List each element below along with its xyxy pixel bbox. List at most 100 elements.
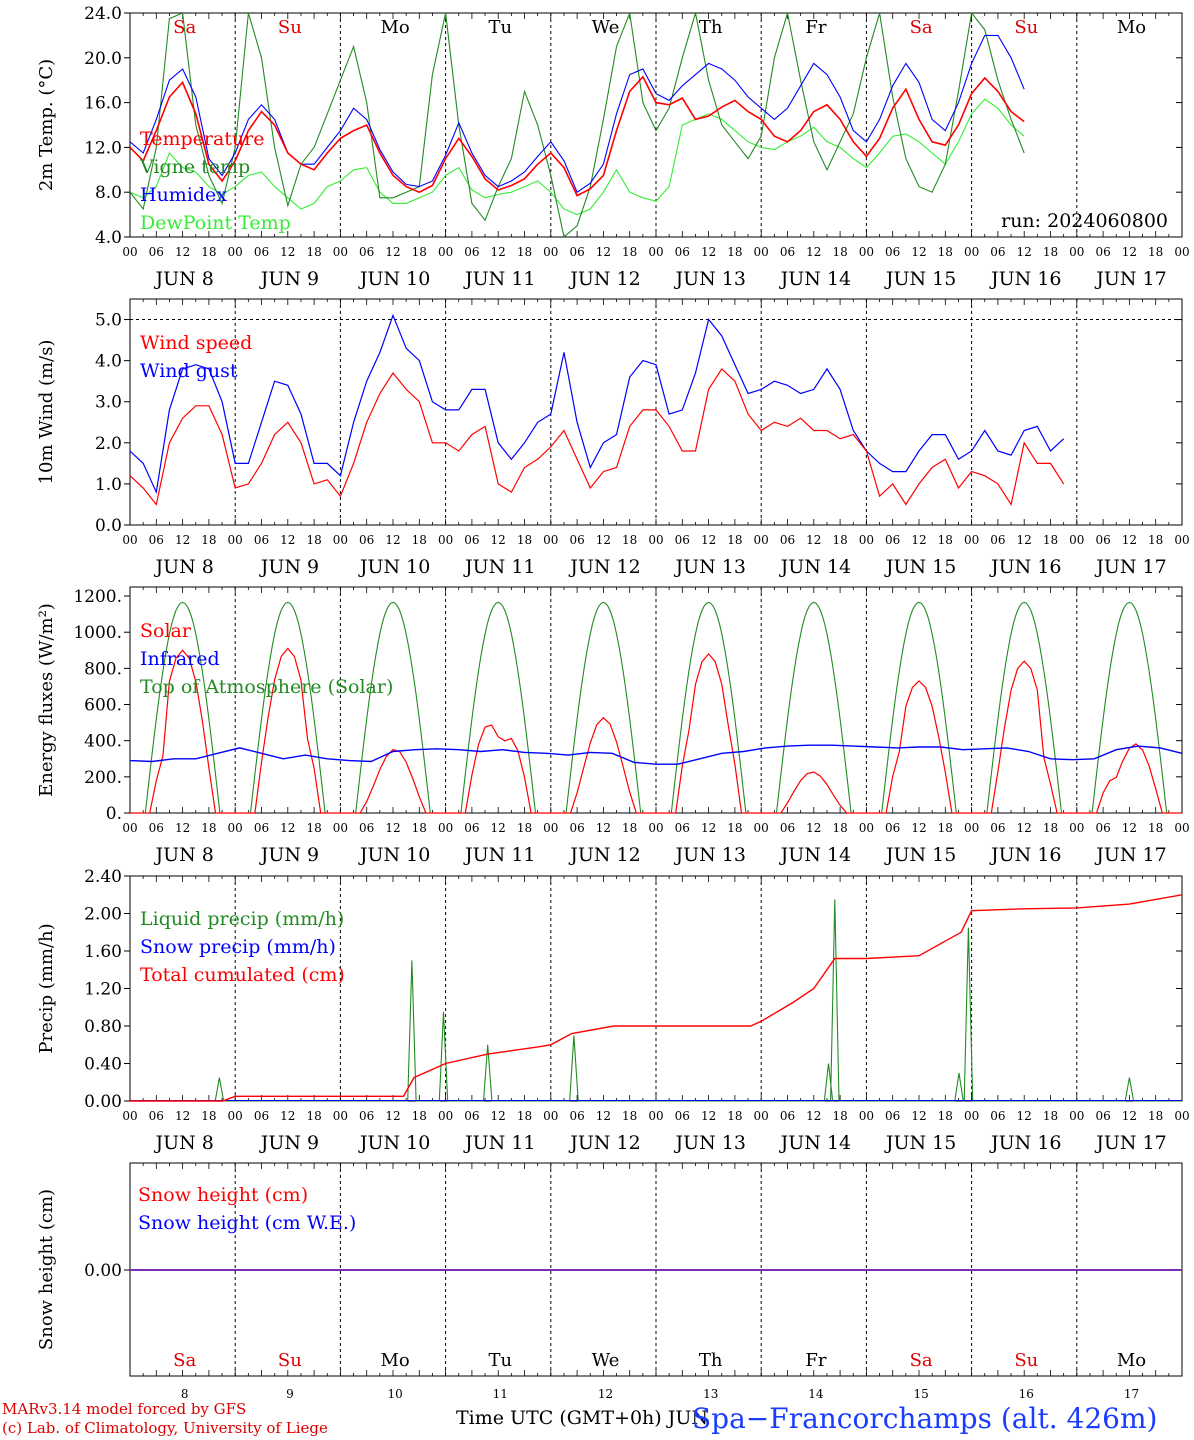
hour-tick-label: 12 — [911, 245, 926, 259]
weekday-label: Su — [278, 17, 302, 38]
hour-tick-label: 12 — [1017, 533, 1032, 547]
hour-tick-label: 12 — [1122, 533, 1137, 547]
hour-tick-label: 00 — [1174, 245, 1189, 259]
hour-tick-label: 06 — [254, 533, 269, 547]
line-infrared — [129, 744, 1183, 765]
hour-tick-label: 12 — [911, 821, 926, 835]
line-temperature — [130, 75, 1025, 197]
hour-tick-label: 12 — [175, 245, 190, 259]
hour-tick-label: 18 — [201, 533, 216, 547]
hour-tick-label: 00 — [964, 1109, 979, 1123]
hour-tick-label: 06 — [1095, 533, 1110, 547]
hour-tick-label: 18 — [938, 821, 953, 835]
hour-tick-label: 06 — [990, 821, 1005, 835]
date-label: JUN 14 — [779, 268, 851, 290]
hour-tick-label: 18 — [517, 821, 532, 835]
hour-tick-label: 06 — [885, 533, 900, 547]
y-tick-label: 0.0 — [95, 516, 122, 536]
y-tick-label: 4.0 — [95, 228, 122, 248]
hour-tick-label: 12 — [806, 821, 821, 835]
date-label: JUN 9 — [259, 268, 319, 290]
hour-tick-label: 06 — [464, 245, 479, 259]
hour-tick-label: 18 — [938, 245, 953, 259]
hour-tick-label: 12 — [1017, 1109, 1032, 1123]
date-label: JUN 10 — [358, 268, 430, 290]
hour-tick-label: 00 — [1069, 821, 1084, 835]
hour-tick-label: 00 — [1069, 245, 1084, 259]
date-label: JUN 10 — [358, 844, 430, 866]
hour-tick-label: 18 — [517, 533, 532, 547]
date-label: JUN 16 — [989, 556, 1061, 578]
run-annotation: run: 2024060800 — [1001, 210, 1168, 232]
hour-tick-label: 00 — [859, 533, 874, 547]
y-tick-label: 24.0 — [84, 4, 122, 24]
hour-tick-label: 12 — [385, 533, 400, 547]
hour-tick-label: 06 — [675, 821, 690, 835]
hour-tick-label: 12 — [1122, 245, 1137, 259]
y-tick-label: 800. — [84, 659, 122, 679]
weekday-label: Tu — [488, 1350, 512, 1371]
hour-tick-label: 18 — [832, 245, 847, 259]
weekday-label: Mo — [380, 1350, 409, 1371]
hour-tick-label: 12 — [175, 821, 190, 835]
hour-tick-label: 18 — [201, 245, 216, 259]
hour-tick-label: 12 — [701, 821, 716, 835]
hour-tick-label: 12 — [491, 821, 506, 835]
legend-entry: Top of Atmosphere (Solar) — [140, 676, 393, 698]
hour-tick-label: 00 — [122, 1109, 137, 1123]
hour-tick-label: 18 — [1043, 821, 1058, 835]
date-label: JUN 11 — [463, 1132, 535, 1154]
hour-tick-label: 18 — [517, 1109, 532, 1123]
weekday-label: Sa — [910, 1350, 933, 1371]
date-label: JUN 17 — [1094, 1132, 1166, 1154]
hour-tick-label: 06 — [1095, 1109, 1110, 1123]
hour-tick-label: 00 — [648, 533, 663, 547]
hour-tick-label: 06 — [780, 1109, 795, 1123]
day-number-label: 10 — [387, 1387, 402, 1401]
panel-1: 4.0 8.0 12.0 16.0 20.0 24.0 2m Temp. (°C) Sa Su M… — [36, 4, 1190, 290]
weekday-label: Mo — [1117, 17, 1146, 38]
hour-tick-label: 12 — [491, 245, 506, 259]
y-tick-label: 1.0 — [95, 475, 122, 495]
hour-tick-label: 18 — [727, 1109, 742, 1123]
y-tick-label: 4.0 — [95, 352, 122, 372]
date-label: JUN 13 — [673, 1132, 745, 1154]
line-solar — [130, 647, 1182, 814]
date-label: JUN 10 — [358, 1132, 430, 1154]
hour-tick-label: 00 — [648, 1109, 663, 1123]
hour-tick-label: 18 — [412, 533, 427, 547]
hour-tick-label: 06 — [780, 245, 795, 259]
hour-tick-label: 00 — [1174, 821, 1189, 835]
hour-tick-label: 00 — [122, 245, 137, 259]
date-label: JUN 16 — [989, 1132, 1061, 1154]
hour-tick-label: 18 — [727, 533, 742, 547]
y-tick-label: 1.60 — [84, 942, 122, 962]
hour-tick-label: 12 — [491, 1109, 506, 1123]
panel-3: 0. 200. 400. 600. 800. 1000. 1200. Energy fluxe… — [36, 586, 1190, 866]
hour-tick-label: 06 — [254, 1109, 269, 1123]
legend-entry: Temperature — [140, 128, 264, 150]
day-number-label: 12 — [598, 1387, 613, 1401]
hour-tick-label: 00 — [1069, 1109, 1084, 1123]
panel-2: 0.0 1.0 2.0 3.0 4.0 5.0 10m Wind (m/s) Wind spe… — [36, 298, 1190, 578]
hour-tick-label: 12 — [701, 1109, 716, 1123]
hour-tick-label: 06 — [359, 1109, 374, 1123]
weekday-label: Tu — [488, 17, 512, 38]
hour-tick-label: 18 — [832, 1109, 847, 1123]
day-number-label: 13 — [703, 1387, 718, 1401]
hour-tick-label: 06 — [990, 245, 1005, 259]
hour-tick-label: 00 — [754, 821, 769, 835]
date-label: JUN 12 — [568, 268, 640, 290]
hour-tick-label: 06 — [254, 821, 269, 835]
hour-tick-label: 00 — [122, 533, 137, 547]
y-tick-label: 1.20 — [84, 980, 122, 1000]
hour-tick-label: 00 — [122, 821, 137, 835]
hour-tick-label: 12 — [806, 245, 821, 259]
date-label: JUN 15 — [884, 844, 956, 866]
hour-tick-label: 06 — [149, 1109, 164, 1123]
legend-entry: Snow precip (mm/h) — [140, 936, 336, 958]
y-tick-label: 2.40 — [84, 867, 122, 887]
y-tick-label: 0. — [106, 804, 122, 824]
y-axis-title: Snow height (cm) — [36, 1189, 57, 1350]
date-label: JUN 15 — [884, 268, 956, 290]
